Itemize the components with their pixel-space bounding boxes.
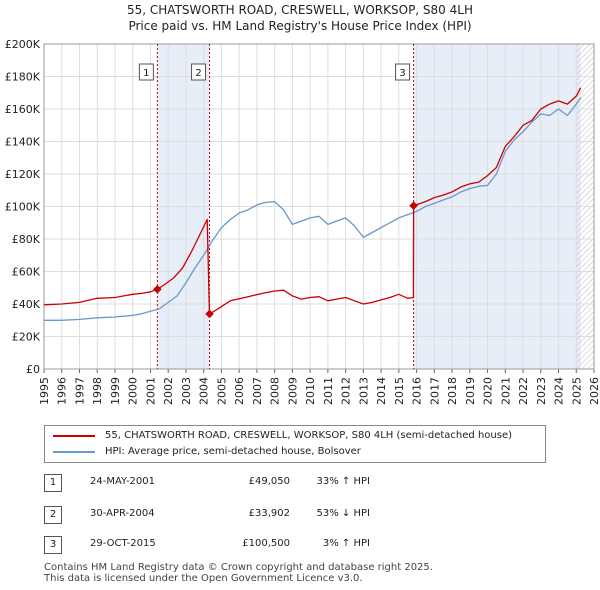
transaction-point: [205, 309, 214, 319]
x-tick-label: 2009: [286, 377, 299, 405]
x-tick-label: 1999: [109, 377, 122, 405]
y-tick-label: £200K: [5, 38, 41, 51]
transaction-label: 3: [399, 68, 405, 79]
transaction-hpi-delta: 33% ↑ HPI: [316, 476, 370, 487]
x-tick-label: 2015: [393, 377, 406, 405]
y-tick-label: £100K: [5, 201, 41, 214]
transaction-badge: 2: [44, 506, 62, 524]
y-tick-label: £40K: [12, 298, 41, 311]
x-tick-label: 2007: [251, 377, 264, 405]
x-tick-label: 1995: [38, 377, 51, 405]
x-tick-label: 2023: [535, 377, 548, 405]
y-tick-label: £60K: [12, 266, 41, 279]
x-tick-label: 2016: [411, 377, 424, 405]
transaction-date: 29-OCT-2015: [90, 538, 156, 549]
transaction-label: 2: [195, 68, 201, 79]
x-tick-label: 1998: [91, 377, 104, 405]
transaction-date: 30-APR-2004: [90, 508, 155, 519]
x-tick-label: 2025: [570, 377, 583, 405]
x-tick-label: 2001: [144, 377, 157, 405]
x-tick-label: 2000: [127, 377, 140, 405]
transaction-point: [153, 284, 162, 294]
price-chart: £0 £20K £40K £60K £80K £100K £120K £140K £160K £1…: [5, 38, 600, 405]
transaction-badge: 3: [44, 536, 62, 554]
transaction-price: £49,050: [248, 476, 290, 487]
x-tick-label: 2004: [198, 377, 211, 405]
y-tick-label: £80K: [12, 233, 41, 246]
table-row: 1 24-MAY-2001 £49,050 33% ↑ HPI: [44, 472, 464, 492]
chart-title-line2: Price paid vs. HM Land Registry's House …: [128, 19, 472, 33]
transaction-hpi-delta: 3% ↑ HPI: [322, 538, 370, 549]
y-tick-label: £140K: [5, 136, 41, 149]
legend-swatch-hpi: [53, 451, 95, 453]
hpi-line: [44, 97, 582, 321]
x-tick-label: 2022: [517, 377, 530, 405]
footer-licence: This data is licensed under the Open Gov…: [44, 573, 363, 584]
transaction-price: £100,500: [242, 538, 290, 549]
legend-label-hpi: HPI: Average price, semi-detached house,…: [105, 446, 361, 457]
transaction-price: £33,902: [248, 508, 290, 519]
x-tick-label: 2026: [588, 377, 600, 405]
x-tick-label: 2011: [322, 377, 335, 405]
chart-legend: 55, CHATSWORTH ROAD, CRESWELL, WORKSOP, …: [44, 425, 546, 463]
x-tick-label: 2008: [269, 377, 282, 405]
table-row: 2 30-APR-2004 £33,902 53% ↓ HPI: [44, 504, 464, 524]
x-tick-label: 2002: [162, 377, 175, 405]
transaction-label-box: [191, 63, 207, 81]
x-tick-label: 2024: [553, 377, 566, 405]
x-tick-label: 2003: [180, 377, 193, 405]
x-tick-label: 2014: [375, 377, 388, 405]
x-tick-label: 2012: [340, 377, 353, 405]
chart-title-line1: 55, CHATSWORTH ROAD, CRESWELL, WORKSOP, …: [127, 3, 473, 17]
x-tick-label: 2019: [464, 377, 477, 405]
plot-border: [43, 43, 595, 370]
x-tick-label: 2006: [233, 377, 246, 405]
x-tick-label: 2005: [215, 377, 228, 405]
y-tick-label: £160K: [5, 103, 41, 116]
x-tick-label: 1996: [56, 377, 69, 405]
legend-label-property: 55, CHATSWORTH ROAD, CRESWELL, WORKSOP, …: [105, 430, 513, 441]
y-tick-label: £20K: [12, 331, 41, 344]
x-tick-label: 2010: [304, 377, 317, 405]
x-tick-label: 2020: [482, 377, 495, 405]
x-tick-label: 2018: [446, 377, 459, 405]
x-tick-label: 1997: [73, 377, 86, 405]
transaction-badge: 1: [44, 474, 62, 492]
transaction-label-box: [138, 63, 154, 81]
transaction-label-box: [395, 63, 411, 81]
transaction-label: 1: [143, 68, 149, 79]
y-tick-label: £120K: [5, 168, 41, 181]
transaction-point: [409, 201, 418, 211]
x-tick-label: 2013: [357, 377, 370, 405]
legend-swatch-property: [53, 435, 95, 437]
y-tick-label: £180K: [5, 71, 41, 84]
x-tick-label: 2017: [428, 377, 441, 405]
table-row: 3 29-OCT-2015 £100,500 3% ↑ HPI: [44, 534, 464, 554]
transaction-hpi-delta: 53% ↓ HPI: [316, 508, 370, 519]
transaction-date: 24-MAY-2001: [90, 476, 156, 487]
x-tick-label: 2021: [499, 377, 512, 405]
y-tick-label: £0: [26, 363, 40, 376]
footer-copyright: Contains HM Land Registry data © Crown c…: [44, 562, 433, 573]
property-price-line: [43, 87, 582, 315]
